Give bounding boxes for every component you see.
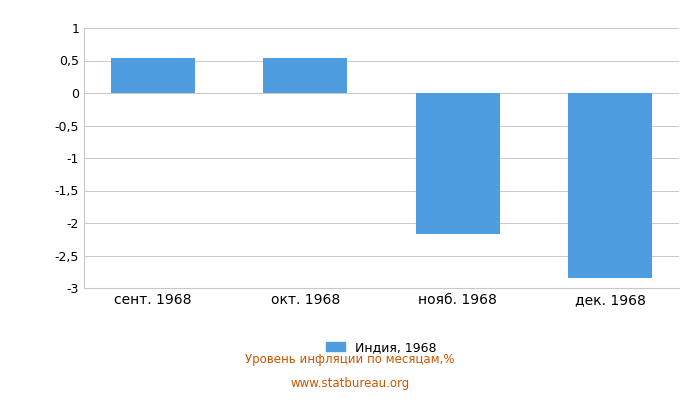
Bar [111, 58, 195, 93]
Text: www.statbureau.org: www.statbureau.org [290, 378, 410, 390]
Legend: Индия, 1968: Индия, 1968 [326, 341, 437, 354]
Bar [263, 58, 347, 93]
Bar [416, 93, 500, 234]
Bar [568, 93, 652, 278]
Text: Уровень инфляции по месяцам,%: Уровень инфляции по месяцам,% [245, 354, 455, 366]
